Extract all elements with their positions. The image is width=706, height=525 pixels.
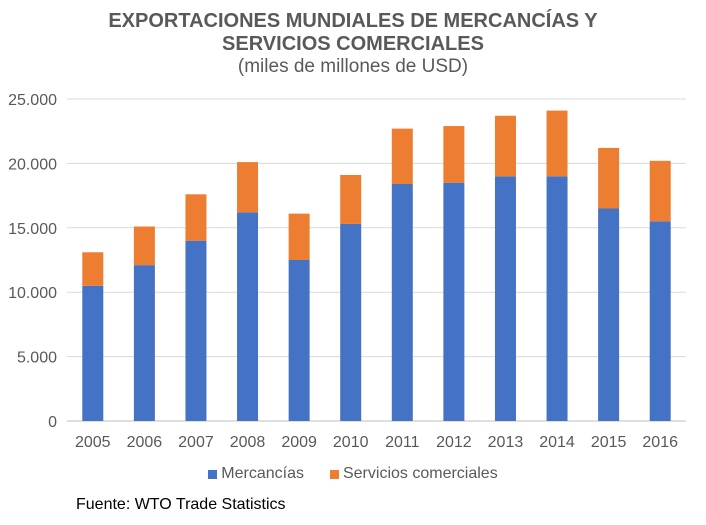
x-tick-label: 2015	[591, 434, 627, 451]
bar-mercancias	[82, 285, 104, 421]
chart-subtitle: (miles de millones de USD)	[237, 56, 469, 77]
x-tick-label: 2013	[488, 434, 524, 451]
bar-mercancias	[598, 208, 620, 421]
bar-servicios	[649, 160, 671, 222]
legend-swatch-servicios	[329, 469, 339, 479]
x-tick-label: 2011	[385, 434, 420, 451]
bar-mercancias	[237, 212, 259, 421]
chart-legend: Mercancías Servicios comerciales	[0, 465, 706, 483]
legend-label-mercancias: Mercancías	[221, 465, 304, 482]
x-tick-label: 2012	[436, 434, 472, 451]
y-tick-label: 20.000	[8, 156, 57, 173]
x-tick-label: 2009	[281, 434, 317, 451]
bar-mercancias	[546, 176, 568, 421]
x-tick-label: 2008	[230, 434, 266, 451]
bar-servicios	[546, 110, 568, 177]
chart-title-line-1: EXPORTACIONES MUNDIALES DE MERCANCÍAS Y	[108, 10, 598, 32]
bar-servicios	[133, 226, 155, 266]
x-tick-label: 2016	[642, 434, 678, 451]
x-tick-label: 2014	[539, 434, 575, 451]
bar-servicios	[185, 194, 207, 241]
legend-label-servicios: Servicios comerciales	[342, 465, 498, 482]
bar-servicios	[391, 128, 413, 185]
bar-mercancias	[340, 223, 362, 421]
x-tick-label: 2010	[333, 434, 369, 451]
bar-mercancias	[288, 260, 310, 421]
legend-swatch-mercancias	[208, 469, 218, 479]
bar-servicios	[82, 252, 104, 286]
y-tick-label: 5.000	[17, 350, 57, 367]
y-tick-label: 15.000	[8, 221, 57, 238]
bar-servicios	[598, 147, 620, 209]
chart-title-line-2: SERVICIOS COMERCIALES	[222, 33, 484, 55]
chart-source: Fuente: WTO Trade Statistics	[76, 496, 286, 513]
legend-item-mercancias: Mercancías	[208, 465, 304, 483]
bar-mercancias	[494, 176, 516, 421]
bar-servicios	[237, 162, 259, 213]
bar-mercancias	[649, 221, 671, 421]
bar-servicios	[443, 126, 465, 183]
y-tick-label: 0	[48, 414, 57, 431]
bar-mercancias	[443, 182, 465, 421]
y-tick-label: 10.000	[8, 285, 57, 302]
x-tick-label: 2006	[127, 434, 163, 451]
x-tick-label: 2005	[75, 434, 111, 451]
bar-servicios	[494, 115, 516, 177]
y-tick-label: 25.000	[8, 92, 57, 109]
bar-mercancias	[133, 265, 155, 421]
chart-title: EXPORTACIONES MUNDIALES DE MERCANCÍAS Y …	[0, 10, 706, 78]
bar-mercancias	[391, 184, 413, 421]
legend-item-servicios: Servicios comerciales	[329, 465, 498, 483]
bar-servicios	[288, 213, 310, 260]
bar-servicios	[340, 174, 362, 224]
x-tick-label: 2007	[178, 434, 214, 451]
bar-mercancias	[185, 240, 207, 421]
